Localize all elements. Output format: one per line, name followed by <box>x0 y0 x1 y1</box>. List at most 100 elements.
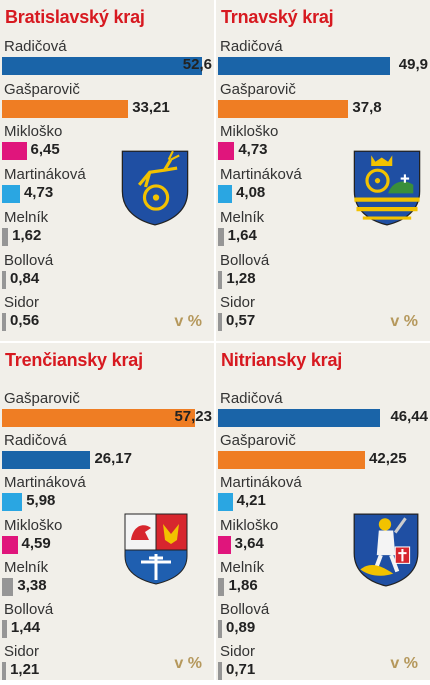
candidate-name: Martináková <box>220 166 302 184</box>
candidate-row: Martináková 4,73 <box>0 166 214 208</box>
result-bar <box>218 577 225 596</box>
nitra-region-crest-icon <box>350 510 422 593</box>
result-bar <box>218 662 222 681</box>
result-bar <box>2 493 23 512</box>
candidate-name: Martináková <box>4 474 86 492</box>
result-value: 4,73 <box>238 141 268 159</box>
candidate-row: Mikloško 6,45 <box>0 123 214 165</box>
result-value: 42,25 <box>369 450 407 468</box>
result-bar <box>218 227 224 246</box>
candidate-name: Radičová <box>4 38 67 55</box>
candidate-name: Bollová <box>220 251 270 269</box>
candidate-name: Melník <box>4 558 49 576</box>
result-bar <box>218 142 235 161</box>
candidate-name: Gašparovič <box>4 390 80 407</box>
result-bar <box>2 142 27 161</box>
result-value: 52,6 <box>182 56 212 73</box>
candidate-row: Bollová 1,28 <box>216 252 430 294</box>
candidate-name: Gašparovič <box>4 80 80 98</box>
result-bar <box>2 57 202 75</box>
result-bar <box>2 662 7 681</box>
result-bar <box>218 620 222 638</box>
result-value: 0,71 <box>226 661 256 679</box>
result-bar <box>2 620 7 638</box>
result-bar <box>2 313 6 332</box>
result-value: 3,38 <box>17 576 47 594</box>
candidate-name: Melník <box>220 558 265 576</box>
candidate-name: Gašparovič <box>220 80 296 98</box>
result-bar <box>218 99 349 118</box>
result-bar <box>2 451 91 470</box>
region-panel: Bratislavský kraj Radičová 52,6 Gašparovič 3… <box>0 0 214 341</box>
result-bar <box>218 535 231 554</box>
result-bar <box>218 270 223 289</box>
region-title: Trnavský kraj <box>221 7 334 27</box>
candidate-row: Melník 1,64 <box>216 209 430 251</box>
candidate-name: Mikloško <box>4 516 63 534</box>
candidate-name: Sidor <box>220 643 256 661</box>
candidate-name: Radičová <box>4 432 67 450</box>
candidate-name: Martináková <box>220 474 302 492</box>
candidate-row: Martináková 5,98 <box>0 474 214 516</box>
region-title: Nitriansky kraj <box>221 350 343 370</box>
candidate-row: Gašparovič 33,21 <box>0 81 214 123</box>
result-value: 1,21 <box>10 661 40 679</box>
trnava-region-crest-icon <box>350 147 424 232</box>
result-bar <box>218 409 380 427</box>
candidate-row: Martináková 4,08 <box>216 166 430 208</box>
candidate-row: Mikloško 3,64 <box>216 517 430 559</box>
candidate-name: Sidor <box>4 643 40 661</box>
result-value: 4,21 <box>236 492 266 510</box>
candidate-name: Sidor <box>4 294 40 312</box>
candidate-row: Melník 3,38 <box>0 559 214 601</box>
candidate-name: Radičová <box>220 38 283 55</box>
candidate-name: Bollová <box>4 601 54 618</box>
candidate-row: Gašparovič 42,25 <box>216 432 430 474</box>
unit-label: v % <box>390 313 418 330</box>
unit-label: v % <box>390 655 418 672</box>
result-bar <box>218 451 366 470</box>
result-value: 1,62 <box>12 226 42 244</box>
result-bar <box>2 270 6 289</box>
candidate-name: Gašparovič <box>220 432 296 450</box>
candidate-row: Bollová 1,44 <box>0 601 214 643</box>
result-value: 1,28 <box>226 269 256 287</box>
candidate-name: Mikloško <box>220 123 279 141</box>
region-panel: Nitriansky kraj Radičová 46,44 Gašparovič 42… <box>216 343 430 681</box>
candidate-row: Melník 1,86 <box>216 559 430 601</box>
candidate-row: Mikloško 4,59 <box>0 517 214 559</box>
result-value: 0,57 <box>226 312 256 330</box>
candidate-row: Mikloško 4,73 <box>216 123 430 165</box>
result-value: 1,64 <box>227 226 257 244</box>
candidate-name: Mikloško <box>4 123 63 141</box>
candidate-row: Martináková 4,21 <box>216 474 430 516</box>
result-value: 0,89 <box>226 619 256 636</box>
result-value: 6,45 <box>30 141 60 159</box>
result-bar <box>2 577 14 596</box>
result-value: 0,84 <box>10 269 40 287</box>
result-bar <box>218 185 233 204</box>
region-title: Bratislavský kraj <box>5 7 145 27</box>
region-panel: Trnavský kraj Radičová 49,9 Gašparovič 37,8 M… <box>216 0 430 341</box>
region-panel: Trenčiansky kraj Gašparovič 57,23 Radičová 2… <box>0 343 214 681</box>
result-value: 0,56 <box>10 312 40 330</box>
candidate-row: Melník 1,62 <box>0 209 214 251</box>
candidate-row: Bollová 0,89 <box>216 601 430 643</box>
result-value: 49,9 <box>398 56 428 73</box>
result-value: 1,86 <box>228 576 258 594</box>
candidate-name: Melník <box>4 208 49 226</box>
result-bar <box>218 493 233 512</box>
result-value: 5,98 <box>26 492 56 510</box>
candidate-name: Sidor <box>220 294 256 312</box>
candidate-row: Radičová 52,6 <box>0 38 214 80</box>
candidate-row: Radičová 26,17 <box>0 432 214 474</box>
candidate-name: Bollová <box>4 251 54 269</box>
result-bar <box>2 99 129 118</box>
result-value: 46,44 <box>390 408 428 425</box>
candidate-row: Sidor 0,56 <box>0 294 214 336</box>
result-bar <box>218 313 222 332</box>
result-value: 4,73 <box>23 184 54 202</box>
result-value: 3,64 <box>234 534 264 552</box>
candidate-row: Radičová 46,44 <box>216 390 430 432</box>
